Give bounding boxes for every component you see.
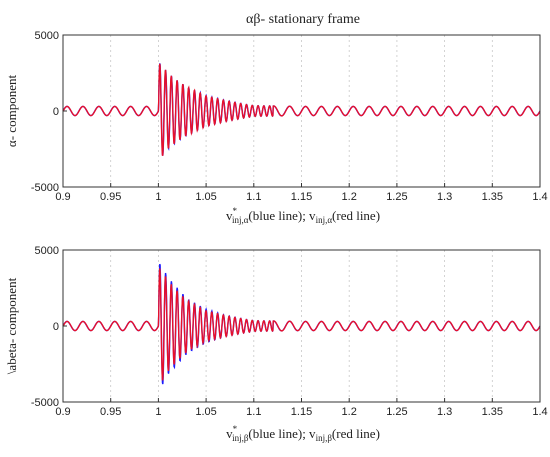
x-tick-label: 1.3 (437, 191, 452, 203)
x-label-sup: * (232, 206, 237, 216)
red-series-line (62, 268, 541, 381)
x-tick-label: 1.4 (532, 406, 547, 418)
x-tick-label: 1 (155, 191, 161, 203)
y-tick-label: -5000 (31, 182, 59, 194)
x-label-mid: (blue line); v (248, 426, 316, 441)
x-tick-label: 1.25 (386, 191, 407, 203)
x-label-sub2: inj,α (316, 215, 333, 225)
x-tick-label: 1.35 (482, 406, 503, 418)
x-tick-label: 1.05 (195, 191, 216, 203)
x-label-end: (red line) (332, 208, 380, 223)
x-axis-label: v* inj,β(blue line); vinj,β(red line) (226, 424, 380, 443)
alpha-component-panel: αβ- stationary frame α- component v* inj,… (4, 12, 548, 225)
x-tick-label: 1.05 (195, 406, 216, 418)
y-tick-label: 5000 (35, 245, 59, 257)
x-tick-label: 1.2 (342, 191, 357, 203)
x-tick-label: 1.15 (291, 191, 312, 203)
x-label-v: v (226, 208, 233, 223)
x-tick-label: 0.95 (100, 406, 121, 418)
x-label-sub1: inj,β (232, 433, 249, 443)
x-label-sub1: inj,α (232, 215, 249, 225)
x-tick-label: 0.9 (55, 406, 70, 418)
x-tick-label: 0.9 (55, 191, 70, 203)
x-axis-label: v* inj,α(blue line); vinj,α(red line) (226, 206, 380, 225)
x-tick-label: 1.1 (246, 406, 261, 418)
x-tick-label: 1.4 (532, 191, 547, 203)
x-label-v: v (226, 426, 233, 441)
y-axis-label: \abeta- component (4, 277, 19, 374)
x-tick-label: 0.95 (100, 191, 121, 203)
y-tick-label: 5000 (35, 30, 59, 42)
y-axis-label: α- component (4, 75, 19, 148)
beta-component-panel: \abeta- component v* inj,β(blue line); vi… (4, 245, 548, 443)
x-tick-label: 1.2 (342, 406, 357, 418)
x-label-mid: (blue line); v (248, 208, 316, 223)
x-tick-label: 1.3 (437, 406, 452, 418)
y-tick-label: 0 (53, 106, 59, 118)
red-series-line (62, 63, 541, 156)
y-tick-label: -5000 (31, 397, 59, 409)
x-tick-label: 1.35 (482, 191, 503, 203)
x-tick-label: 1.25 (386, 406, 407, 418)
y-tick-label: 0 (53, 321, 59, 333)
x-tick-label: 1.1 (246, 191, 261, 203)
x-label-sub2: inj,β (316, 433, 333, 443)
x-tick-label: 1.15 (291, 406, 312, 418)
chart-title: αβ- stationary frame (246, 12, 360, 27)
x-label-sup: * (233, 424, 238, 434)
x-label-end: (red line) (332, 426, 380, 441)
x-tick-label: 1 (155, 406, 161, 418)
